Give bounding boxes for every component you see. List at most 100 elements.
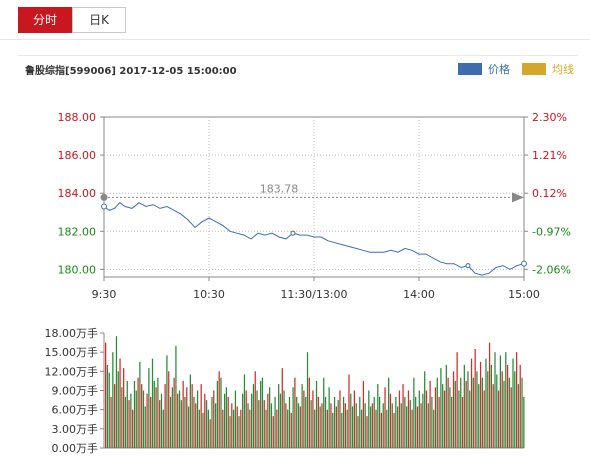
volume-bar: [299, 406, 301, 448]
legend-item-price[interactable]: 价格: [458, 61, 510, 77]
volume-bar: [303, 390, 305, 448]
price-x-tick-label: 15:00: [508, 288, 540, 301]
volume-bar: [193, 396, 195, 448]
volume-bar: [308, 377, 310, 448]
volume-bar: [236, 406, 238, 448]
volume-bar: [297, 403, 300, 448]
volume-bar: [433, 409, 435, 448]
volume-bar: [258, 400, 260, 448]
volume-bar: [337, 400, 339, 448]
volume-bar: [510, 387, 512, 448]
volume-bar: [276, 409, 278, 448]
volume-bar: [247, 403, 249, 448]
price-x-tick-label: 10:30: [193, 288, 225, 301]
volume-bar: [164, 384, 166, 448]
volume-bar: [108, 372, 110, 448]
volume-bar: [269, 387, 271, 448]
tab-intraday[interactable]: 分时: [18, 7, 72, 33]
volume-bar: [348, 374, 350, 448]
volume-bar: [296, 396, 298, 448]
volume-bar: [195, 403, 197, 448]
volume-bar: [499, 355, 502, 448]
volume-bar: [317, 396, 319, 448]
volume-bar: [411, 409, 413, 448]
chart-title: 鲁股综指[599006] 2017-12-05 15:00:00: [25, 66, 237, 77]
volume-bar: [351, 406, 354, 448]
volume-bar: [238, 416, 240, 448]
volume-y-tick-label: 9.00万手: [52, 384, 99, 398]
volume-bar: [424, 371, 426, 448]
volume-bar: [346, 409, 348, 448]
volume-bar: [315, 380, 318, 448]
volume-bar: [229, 416, 231, 448]
volume-bar: [407, 390, 410, 448]
volume-bar: [279, 393, 282, 448]
volume-bar: [469, 390, 471, 448]
volume-bar: [341, 412, 343, 448]
volume-bar: [214, 403, 217, 448]
volume-bar: [415, 396, 417, 448]
price-x-tick-label: 14:00: [403, 288, 435, 301]
volume-bar: [159, 400, 161, 448]
volume-bar: [339, 390, 341, 448]
volume-bar: [292, 387, 294, 448]
volume-bar: [393, 412, 395, 448]
volume-bar: [124, 396, 127, 448]
volume-bar: [139, 361, 141, 449]
volume-bar: [429, 380, 431, 448]
volume-bar: [225, 387, 228, 448]
volume-bar: [283, 390, 285, 448]
tab-daily-k[interactable]: 日K: [72, 7, 126, 33]
volume-bar: [123, 368, 125, 448]
volume-bar: [148, 368, 150, 448]
volume-bar: [496, 374, 498, 448]
volume-bar: [301, 384, 303, 448]
volume-bar: [515, 352, 518, 448]
volume-bar: [369, 406, 372, 448]
percent-y-tick-label: 2.30%: [532, 111, 567, 124]
volume-y-tick-label: 3.00万手: [52, 422, 99, 436]
volume-bar: [465, 380, 467, 448]
legend-item-avg[interactable]: 均线: [522, 61, 574, 77]
volume-bar: [200, 384, 202, 448]
volume-bar: [256, 390, 258, 448]
volume-bar: [319, 406, 321, 448]
volume-bar: [191, 384, 193, 448]
legend-label-price: 价格: [488, 63, 510, 76]
volume-bar: [398, 390, 401, 448]
volume-bar: [287, 409, 289, 448]
volume-bar: [254, 371, 256, 448]
legend-label-avg: 均线: [552, 63, 574, 76]
legend-swatch-avg: [522, 63, 546, 75]
volume-bar: [467, 371, 469, 448]
volume-bar: [324, 396, 327, 448]
volume-bar: [375, 409, 377, 448]
volume-bar: [460, 377, 462, 448]
volume-bar: [436, 377, 438, 448]
volume-bar: [452, 371, 455, 448]
volume-bar: [476, 371, 478, 448]
volume-bar: [166, 355, 168, 448]
volume-bar: [314, 409, 316, 448]
volume-bar: [449, 387, 451, 448]
divider: [0, 39, 590, 40]
volume-bar: [187, 406, 190, 448]
percent-y-tick-label: 1.21%: [532, 149, 567, 162]
volume-bar: [220, 377, 222, 448]
volume-bar: [105, 342, 107, 448]
volume-bar: [492, 384, 494, 448]
price-point-start: [101, 203, 107, 210]
volume-bar: [213, 390, 215, 448]
volume-bar: [209, 419, 211, 449]
volume-bar: [333, 396, 336, 448]
volume-bar: [305, 396, 307, 448]
volume-bar: [180, 400, 182, 448]
volume-bar: [521, 377, 523, 448]
volume-bar: [141, 384, 143, 448]
volume-bar: [388, 377, 390, 448]
volume-bar: [207, 409, 210, 448]
volume-bar: [234, 390, 237, 448]
volume-bar: [360, 409, 363, 448]
volume-bar: [409, 400, 411, 448]
volume-bar: [481, 377, 483, 448]
